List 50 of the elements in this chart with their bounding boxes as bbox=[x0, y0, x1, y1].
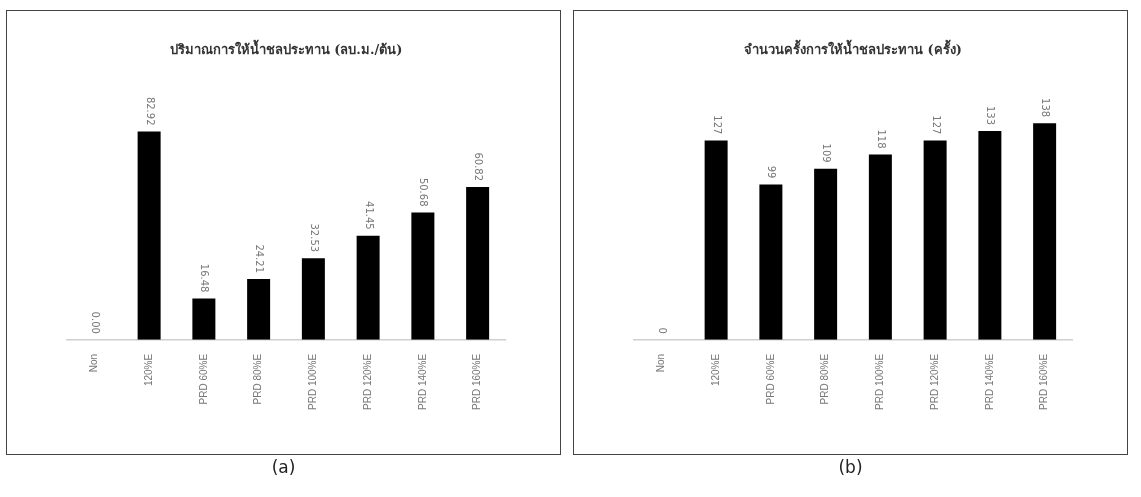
data-label: 41.45 bbox=[363, 201, 375, 230]
data-label: 82.92 bbox=[144, 96, 156, 126]
data-label: 127 bbox=[711, 115, 723, 135]
data-label: 109 bbox=[821, 143, 833, 163]
data-label: 60.82 bbox=[473, 152, 485, 182]
x-tick-label: PRD 140%E bbox=[416, 353, 428, 410]
x-tick-label: 120%E bbox=[709, 353, 721, 387]
data-label: 127 bbox=[930, 115, 942, 135]
data-label: 16.48 bbox=[199, 263, 211, 293]
bar bbox=[759, 184, 783, 340]
bar bbox=[137, 131, 161, 340]
data-label: 0.00 bbox=[89, 311, 101, 334]
x-tick-label: PRD 120%E bbox=[361, 353, 373, 410]
bar bbox=[923, 140, 947, 340]
bar bbox=[1033, 123, 1057, 340]
data-label: 0 bbox=[656, 327, 668, 334]
bar bbox=[247, 279, 271, 340]
bar bbox=[814, 168, 838, 340]
bar bbox=[192, 298, 216, 340]
x-tick-label: PRD 120%E bbox=[928, 353, 940, 410]
data-label: 118 bbox=[875, 129, 887, 149]
data-label: 138 bbox=[1040, 98, 1052, 118]
bar bbox=[978, 131, 1002, 340]
x-tick-label: PRD 80%E bbox=[819, 353, 831, 405]
text: (b) bbox=[837, 457, 864, 477]
data-label: 32.53 bbox=[308, 223, 320, 253]
bar bbox=[868, 154, 892, 340]
x-tick-label: Non bbox=[655, 353, 667, 373]
x-tick-label: 120%E bbox=[142, 353, 154, 387]
bar bbox=[411, 212, 435, 340]
bar bbox=[301, 258, 325, 340]
x-tick-label: PRD 100%E bbox=[874, 353, 886, 410]
x-tick-label: PRD 160%E bbox=[471, 353, 483, 410]
data-label: 50.68 bbox=[418, 177, 430, 207]
data-label: 133 bbox=[985, 105, 997, 126]
x-tick-label: PRD 140%E bbox=[983, 353, 995, 410]
bar bbox=[356, 235, 380, 340]
text: (a) bbox=[270, 457, 297, 477]
data-label: 99 bbox=[766, 165, 778, 179]
bar bbox=[466, 187, 490, 340]
bar bbox=[704, 140, 728, 340]
x-tick-label: PRD 60%E bbox=[764, 353, 776, 405]
x-tick-label: PRD 160%E bbox=[1038, 353, 1050, 410]
x-tick-label: PRD 60%E bbox=[197, 353, 209, 405]
x-tick-label: PRD 80%E bbox=[252, 353, 264, 405]
data-label: 24.21 bbox=[254, 244, 266, 274]
chart-title: จำนวนครั้งการให้น้ำชลประทาน (ครั้ง) bbox=[744, 39, 962, 58]
x-tick-label: PRD 100%E bbox=[307, 353, 319, 410]
x-tick-label: Non bbox=[88, 353, 100, 373]
chart-title: ปริมาณการให้น้ำชลประทาน (ลบ.ม./ต้น) bbox=[169, 39, 403, 58]
